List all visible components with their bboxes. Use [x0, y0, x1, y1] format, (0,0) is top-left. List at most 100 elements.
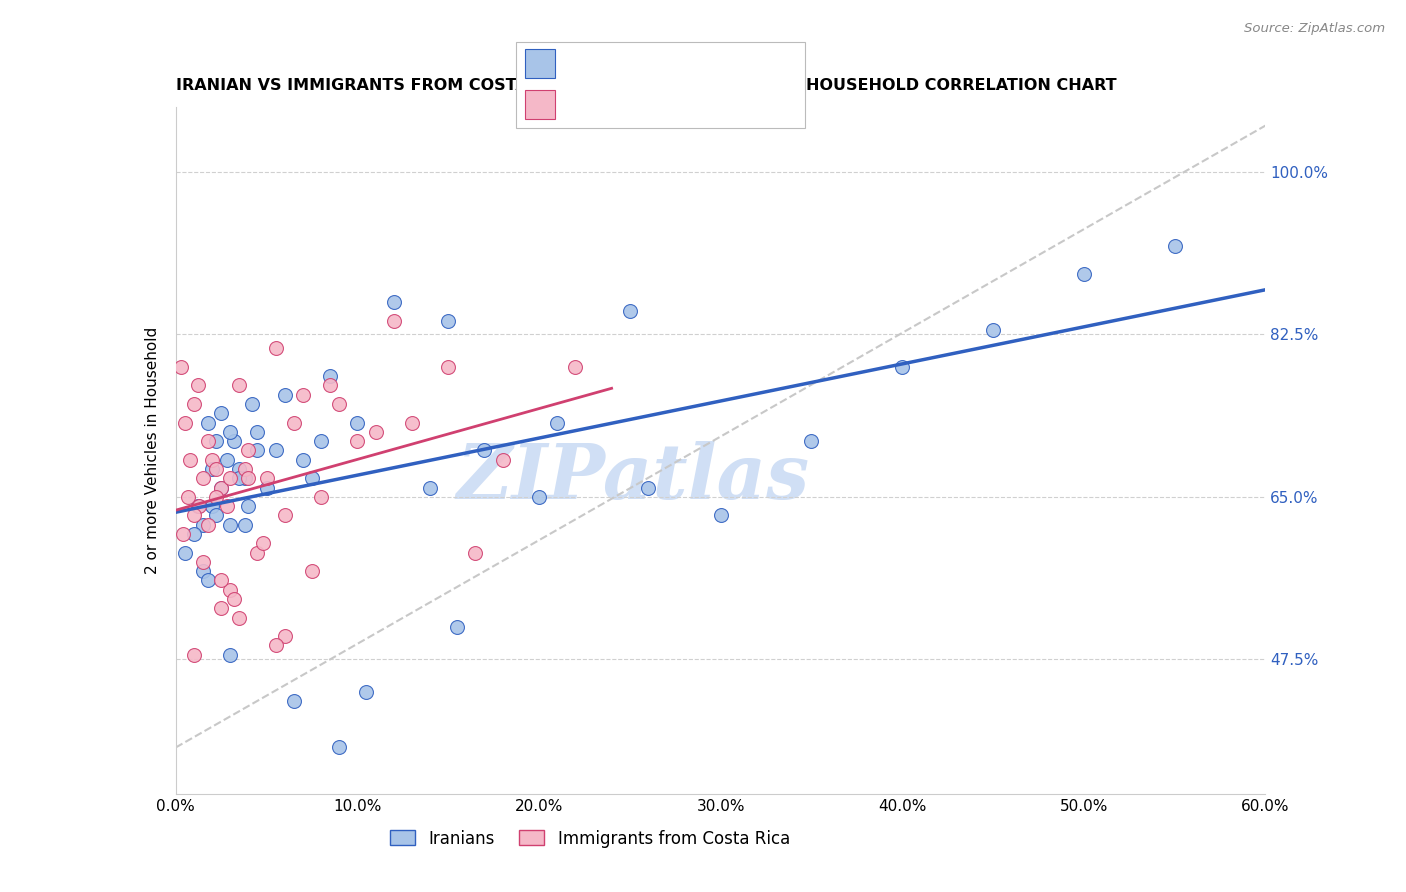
Point [177, 490, 200, 504]
Point [492, 452, 515, 467]
Point [319, 369, 342, 384]
Point [891, 359, 914, 374]
Point [188, 499, 211, 513]
Point [183, 508, 205, 523]
Point [301, 471, 323, 485]
Point [264, 342, 287, 356]
Point [274, 388, 297, 402]
Text: N = 50: N = 50 [690, 95, 752, 113]
Point [256, 481, 278, 495]
Text: R = 0.289: R = 0.289 [564, 95, 654, 113]
Point [238, 499, 260, 513]
Point [183, 527, 205, 541]
Point [619, 304, 641, 318]
Point [233, 517, 256, 532]
Point [222, 434, 245, 449]
Point [173, 545, 195, 559]
Point [201, 462, 224, 476]
Point [464, 545, 486, 559]
Point [264, 639, 287, 653]
Point [274, 629, 297, 643]
Point [191, 471, 214, 485]
Point [204, 490, 226, 504]
Point [222, 591, 245, 606]
Point [637, 481, 659, 495]
Point [233, 462, 256, 476]
Point [186, 378, 209, 392]
Point [228, 471, 250, 485]
Point [527, 490, 550, 504]
Point [238, 443, 260, 458]
Text: R = 0.416: R = 0.416 [564, 54, 654, 72]
Point [219, 582, 242, 597]
Point [209, 481, 232, 495]
FancyBboxPatch shape [516, 42, 806, 128]
Point [291, 388, 314, 402]
Point [209, 406, 232, 420]
Point [204, 508, 226, 523]
Point [197, 416, 219, 430]
Point [246, 443, 269, 458]
Point [401, 416, 423, 430]
Point [191, 564, 214, 578]
Point [183, 397, 205, 411]
Point [228, 378, 250, 392]
Point [364, 425, 387, 439]
Point [201, 499, 224, 513]
Point [274, 508, 297, 523]
Point [219, 517, 242, 532]
Point [356, 685, 378, 699]
Point [437, 359, 460, 374]
Point [173, 416, 195, 430]
Point [209, 601, 232, 615]
Point [382, 295, 405, 310]
Text: ZIPatlas: ZIPatlas [457, 441, 810, 515]
Point [186, 499, 209, 513]
Point [183, 648, 205, 662]
Point [291, 452, 314, 467]
Text: Source: ZipAtlas.com: Source: ZipAtlas.com [1244, 22, 1385, 36]
Point [346, 416, 368, 430]
Point [201, 452, 224, 467]
Point [419, 481, 441, 495]
Point [346, 434, 368, 449]
FancyBboxPatch shape [524, 49, 554, 78]
Point [1163, 239, 1185, 253]
Point [309, 490, 332, 504]
Point [204, 434, 226, 449]
Point [446, 620, 468, 634]
Point [564, 359, 586, 374]
Point [172, 527, 194, 541]
Point [204, 462, 226, 476]
Point [328, 740, 350, 755]
Point [382, 313, 405, 327]
Point [1073, 267, 1095, 281]
Point [219, 425, 242, 439]
Point [215, 499, 238, 513]
Point [437, 313, 460, 327]
Point [179, 452, 201, 467]
Text: N = 52: N = 52 [690, 54, 752, 72]
Point [256, 471, 278, 485]
Point [246, 545, 269, 559]
Point [309, 434, 332, 449]
Point [319, 378, 342, 392]
Point [264, 443, 287, 458]
Point [240, 397, 263, 411]
Point [209, 574, 232, 588]
FancyBboxPatch shape [524, 90, 554, 119]
Point [474, 443, 496, 458]
Point [197, 434, 219, 449]
Text: IRANIAN VS IMMIGRANTS FROM COSTA RICA 2 OR MORE VEHICLES IN HOUSEHOLD CORRELATIO: IRANIAN VS IMMIGRANTS FROM COSTA RICA 2 … [176, 78, 1116, 94]
Point [283, 416, 305, 430]
Point [191, 517, 214, 532]
Point [233, 471, 256, 485]
Point [710, 508, 733, 523]
Y-axis label: 2 or more Vehicles in Household: 2 or more Vehicles in Household [145, 326, 160, 574]
Point [215, 452, 238, 467]
Point [228, 462, 250, 476]
Point [283, 694, 305, 708]
Point [191, 555, 214, 569]
Point [546, 416, 568, 430]
Point [219, 471, 242, 485]
